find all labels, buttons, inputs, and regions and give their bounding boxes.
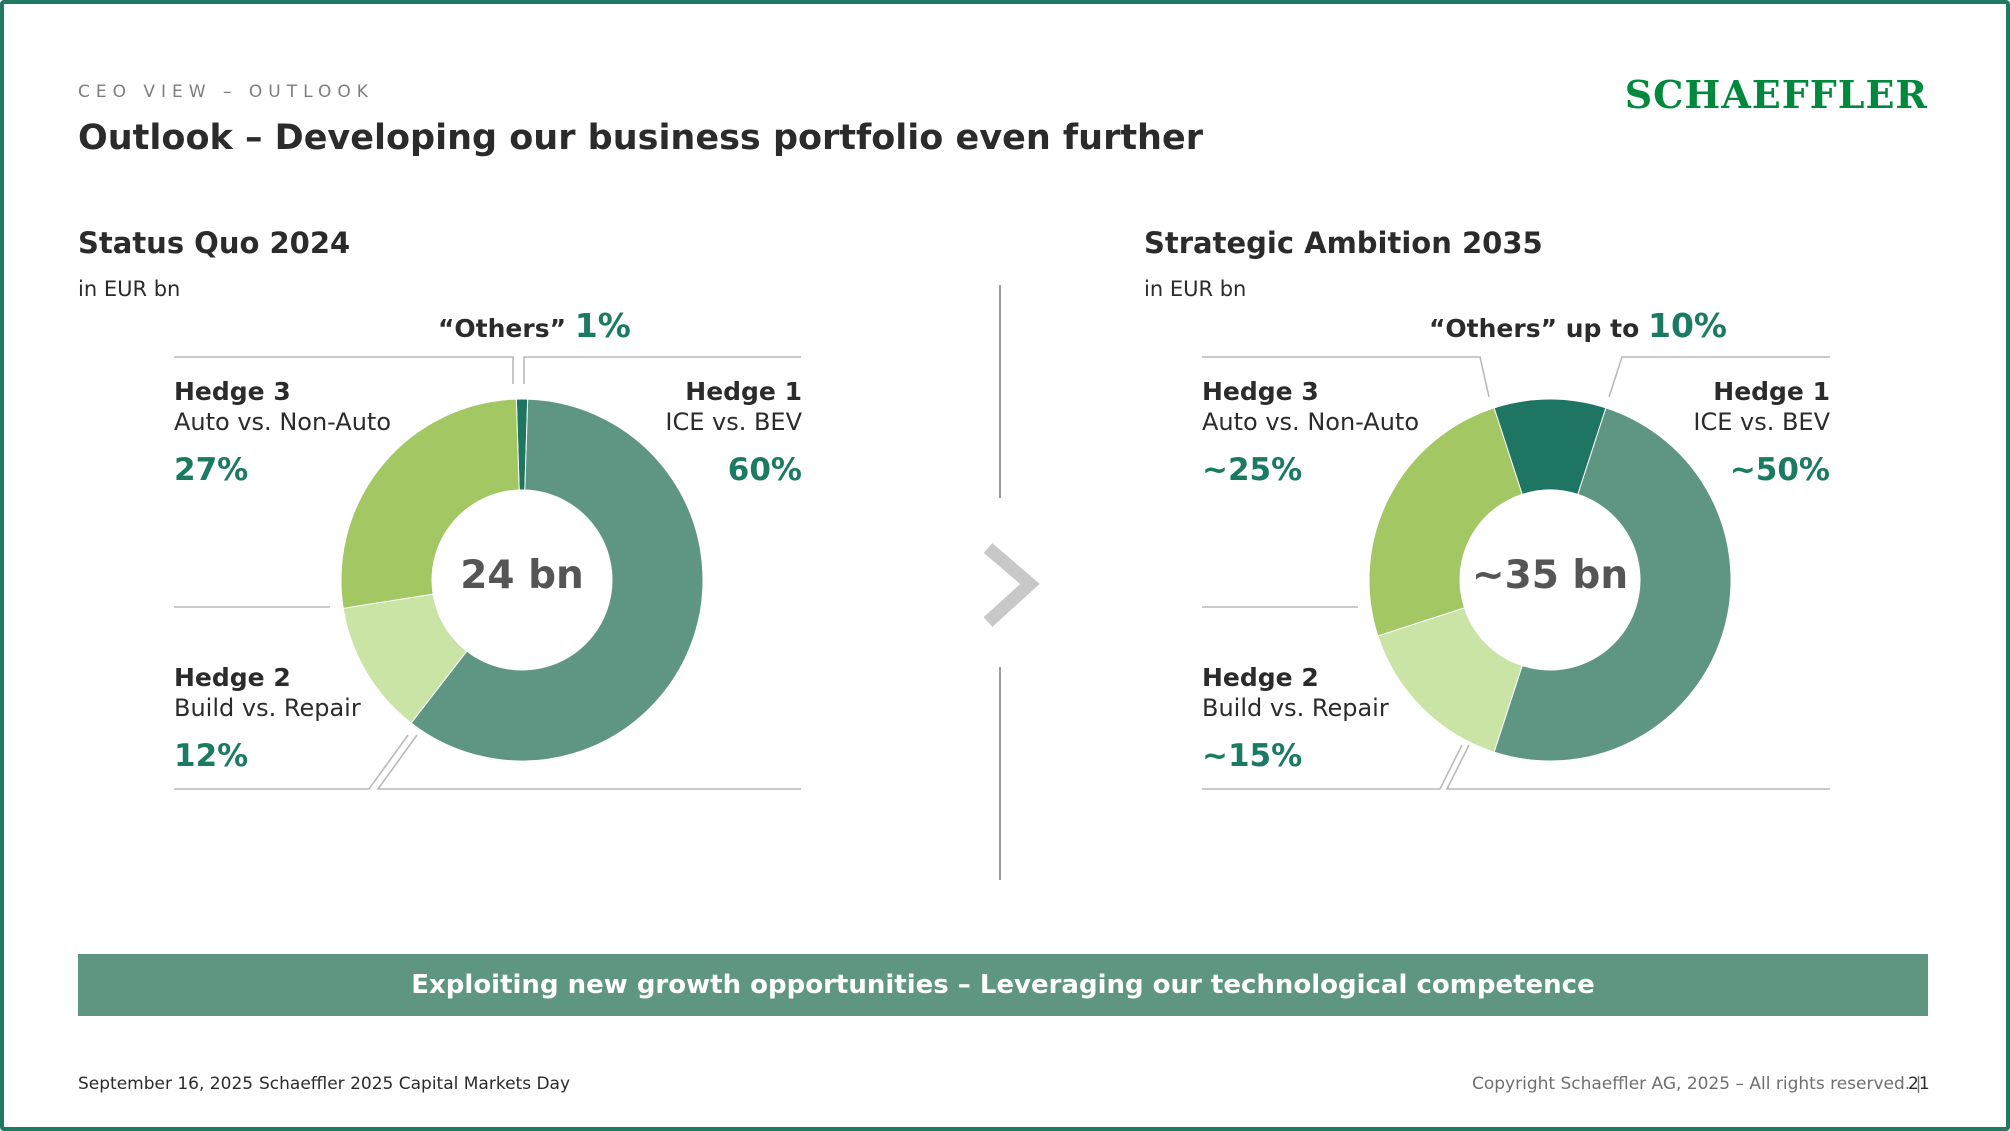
hedge3-name: Hedge 3 [1202,377,1319,406]
hedge1-value: 60% [727,452,802,488]
hedge2-desc: Build vs. Repair [174,694,361,722]
hedge1-desc: ICE vs. BEV [1693,408,1830,436]
left-hedge3-connector [174,356,514,384]
hedge2-value: ~15% [1202,738,1303,774]
right-hedge1-bottom-connector [1445,744,1830,790]
donut-chart-right [1368,398,1731,762]
left-hedge1-bottom-connector [376,734,801,790]
right-hedge1-connector [1608,356,1830,398]
right-hedge1-label: Hedge 1 ICE vs. BEV ~50% [1628,377,1830,488]
left-hedge3-label: Hedge 3 Auto vs. Non-Auto 27% [174,377,391,488]
hedge2-name: Hedge 2 [1202,663,1319,692]
schaeffler-logo: SCHAEFFLER [1624,72,1928,117]
hedge2-desc: Build vs. Repair [1202,694,1389,722]
right-unit-label: in EUR bn [1144,277,1247,301]
hedge1-name: Hedge 1 [685,377,802,406]
others-value: 1% [574,306,631,345]
hedge2-name: Hedge 2 [174,663,291,692]
donut-chart-left [340,398,704,762]
hedge3-desc: Auto vs. Non-Auto [174,408,392,436]
hedge3-value: 27% [174,452,249,488]
left-hedge2-connector [174,734,409,790]
chevron-right-icon [983,543,1040,627]
left-section-title: Status Quo 2024 [78,226,351,260]
left-hedge1-connector [523,356,801,384]
takeaway-banner: Exploiting new growth opportunities – Le… [78,954,1928,1016]
right-hedge2-connector [1202,744,1463,790]
right-section-title: Strategic Ambition 2035 [1144,226,1543,260]
page-title: Outlook – Developing our business portfo… [78,118,1203,158]
right-hedge3-connector [1202,356,1490,398]
hedge1-desc: ICE vs. BEV [665,408,802,436]
left-unit-label: in EUR bn [78,277,181,301]
others-label-text: “Others” up to [1429,314,1640,343]
footer-copyright: Copyright Schaeffler AG, 2025 – All righ… [1472,1074,1922,1094]
others-value: 10% [1647,306,1727,345]
left-hedge2-label: Hedge 2 Build vs. Repair 12% [174,663,361,774]
connector-lines [174,356,1830,790]
eyebrow-label: CEO VIEW – OUTLOOK [78,82,374,102]
right-slice-hedge-1 [1493,407,1731,762]
right-hedge3-label: Hedge 3 Auto vs. Non-Auto ~25% [1202,377,1419,488]
hedge3-name: Hedge 3 [174,377,291,406]
hedge2-value: 12% [174,738,249,774]
right-others-label: “Others” up to 10% [1429,306,1727,345]
footer-date: September 16, 2025 [78,1074,254,1094]
others-label-text: “Others” [438,314,567,343]
right-slice-hedge-3 [1368,407,1523,637]
left-slice-hedge-3 [340,398,520,609]
footer-page-number: 21 [1908,1074,1930,1094]
hedge3-desc: Auto vs. Non-Auto [1202,408,1420,436]
left-hedge1-label: Hedge 1 ICE vs. BEV 60% [600,377,802,488]
left-others-label: “Others” 1% [438,306,631,345]
right-hedge2-label: Hedge 2 Build vs. Repair ~15% [1202,663,1389,774]
footer-event: Schaeffler 2025 Capital Markets Day [259,1074,571,1094]
left-slice-hedge-1 [410,398,704,762]
hedge3-value: ~25% [1202,452,1303,488]
left-donut-center: 24 bn [460,553,584,598]
right-slice-hedge-2 [1377,607,1523,753]
hedge1-value: ~50% [1729,452,1830,488]
hedge1-name: Hedge 1 [1713,377,1830,406]
right-donut-center: ~35 bn [1471,553,1629,598]
